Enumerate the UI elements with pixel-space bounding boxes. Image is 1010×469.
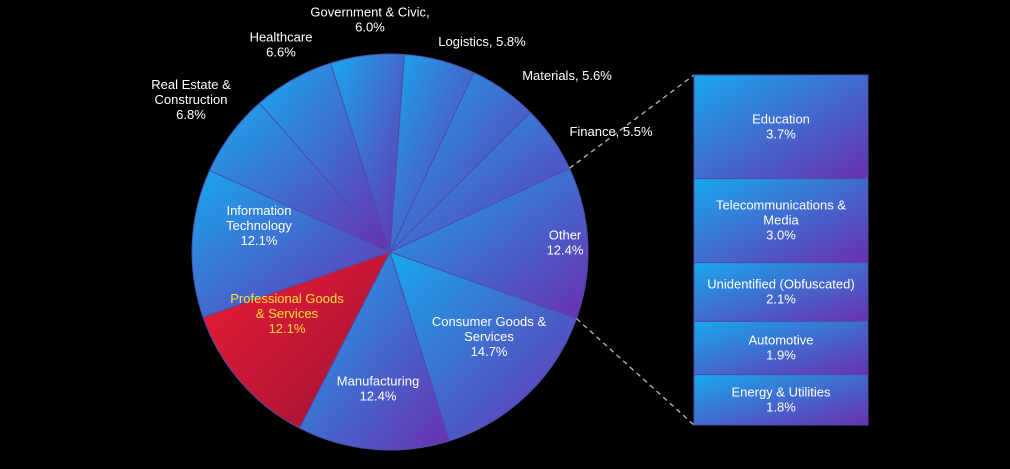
pie-slice-consumer-goods-and-services [389, 251, 578, 442]
breakout-segment-telecommunications-and-media [693, 178, 869, 264]
breakout-label-unidentified-obfuscated: Unidentified (Obfuscated) 2.1% [707, 277, 854, 307]
breakout-label-automotive: Automotive 1.9% [748, 333, 813, 363]
pie-slice-manufacturing [298, 250, 450, 451]
breakout-label-telecommunications-and-media: Telecommunications & Media 3.0% [716, 198, 846, 243]
slice-label-healthcare: Healthcare 6.6% [250, 30, 313, 60]
slice-label-other: Other 12.4% [547, 228, 584, 258]
breakout-segment-energy-and-utilities [693, 374, 869, 426]
slice-label-manufacturing: Manufacturing 12.4% [337, 374, 419, 404]
breakout-segment-automotive [693, 320, 869, 376]
pie-slice-other [388, 167, 589, 320]
pie-slice-information-technology [191, 169, 392, 318]
slice-label-logistics: Logistics, 5.8% [438, 34, 526, 49]
slice-label-real-estate-and-construction: Real Estate & Construction 6.8% [151, 77, 231, 122]
slice-label-information-technology: Information Technology 12.1% [226, 203, 292, 248]
slice-label-government-and-civic: Government & Civic, 6.0% [310, 5, 429, 35]
breakout-connectors [569, 74, 695, 426]
breakout-label-energy-and-utilities: Energy & Utilities 1.8% [732, 384, 831, 414]
slice-label-finance: Finance, 5.5% [569, 124, 653, 139]
pie-slices [191, 53, 589, 451]
data-labels: Other 12.4% Consumer Goods & Services 14.7% M… [151, 5, 854, 415]
slice-label-consumer-goods-and-services: Consumer Goods & Services 14.7% [432, 314, 546, 359]
breakout-bar [693, 74, 869, 426]
pie-slice-professional-goods-and-services [202, 251, 392, 429]
connector-line-top [569, 74, 695, 169]
slice-label-professional-goods-and-services: Professional Goods & Services 12.1% [230, 291, 344, 336]
breakout-label-education: Education 3.7% [752, 111, 810, 141]
slice-label-materials: Materials, 5.6% [522, 68, 612, 83]
